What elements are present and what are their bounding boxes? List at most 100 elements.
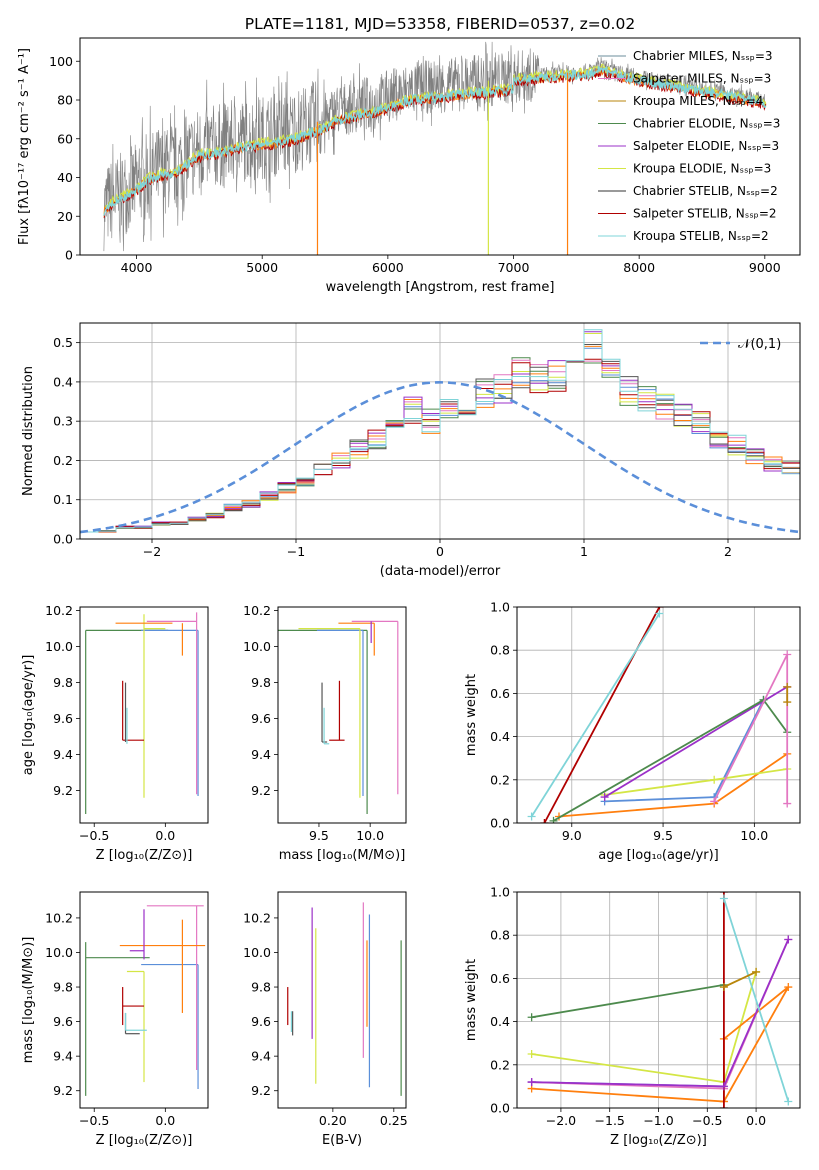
plot-area xyxy=(103,41,767,255)
x-tick-label: 1 xyxy=(580,544,588,559)
panel-spectrum: 4000 5000 6000 7000 8000 9000 0 20 40 60 80 100 wave… xyxy=(17,15,801,295)
error-bar-point xyxy=(338,622,375,656)
axes-frame xyxy=(516,606,801,824)
weight-series xyxy=(710,650,792,808)
y-tick-label: 9.8 xyxy=(53,980,73,995)
axes-frame xyxy=(277,606,407,824)
y-axis-label: mass weight xyxy=(464,674,479,756)
y-tick-label: 9.8 xyxy=(53,675,73,690)
weight-marker xyxy=(710,797,719,806)
y-tick-label: 100 xyxy=(49,54,73,69)
weight-series xyxy=(719,967,761,992)
y-tick-label: 0.6 xyxy=(490,686,510,701)
y-tick-label: 0.4 xyxy=(490,1014,510,1029)
y-axis-label: mass weight xyxy=(464,959,479,1041)
weight-line xyxy=(723,971,757,988)
panel-weight_vs_age: 9.0 9.5 10.0 0.0 0.2 0.4 0.6 0.8 1.0 age [log₁₀(a… xyxy=(464,600,801,863)
weight-marker xyxy=(719,894,728,903)
legend-label: Kroupa MILES, Nₛₛₚ=4 xyxy=(633,94,763,108)
x-axis-label: wavelength [Angstrom, rest frame] xyxy=(326,280,555,295)
weight-marker xyxy=(783,650,792,659)
y-tick-label: 9.4 xyxy=(53,1049,73,1064)
y-tick-label: 1.0 xyxy=(490,885,510,900)
x-axis-label: E(B-V) xyxy=(322,1133,362,1148)
legend-label: Chabrier STELIB, Nₛₛₚ=2 xyxy=(633,184,778,198)
x-tick-label: 6000 xyxy=(372,260,404,275)
y-tick-label: 9.4 xyxy=(251,747,271,762)
weight-marker xyxy=(527,1050,536,1058)
legend-label: Chabrier ELODIE, Nₛₛₚ=3 xyxy=(633,117,780,131)
panel-mass_vs_ebv: 0.20 0.25 9.2 9.4 9.6 9.8 10.0 10.2 E(B-V) xyxy=(243,891,408,1148)
x-axis-label: Z [log₁₀(Z/Z⊙)] xyxy=(96,848,193,863)
error-bar-point xyxy=(122,680,144,741)
weight-marker xyxy=(783,799,792,808)
x-tick-label: −1 xyxy=(287,544,305,559)
weight-line xyxy=(604,768,788,796)
panel-age_vs_mass: 9.5 10.0 9.2 9.4 9.6 9.8 10.0 10.2 mass [log₁₀(M… xyxy=(243,603,407,863)
weight-series xyxy=(527,935,793,1093)
x-tick-label: 9.5 xyxy=(653,828,673,843)
plot-area xyxy=(85,612,199,814)
legend-label: 𝒩(0,1) xyxy=(738,337,781,352)
y-tick-label: 9.4 xyxy=(53,747,73,762)
error-bar-point xyxy=(124,1012,147,1031)
error-bar-point xyxy=(278,629,368,814)
y-axis-label: Flux [fλ10⁻¹⁷ erg cm⁻² s⁻¹ A⁻¹] xyxy=(17,48,32,245)
weight-line xyxy=(531,939,790,1088)
weight-marker xyxy=(710,775,719,784)
y-tick-label: 1.0 xyxy=(490,600,510,615)
weight-marker xyxy=(719,1104,728,1108)
histogram-series xyxy=(80,345,800,533)
y-tick-label: 9.2 xyxy=(53,1083,73,1098)
plot-area xyxy=(527,607,792,823)
error-bar-point xyxy=(143,614,166,798)
y-tick-label: 0.8 xyxy=(490,928,510,943)
error-bar-point xyxy=(141,629,199,796)
y-tick-label: 9.4 xyxy=(251,1049,271,1064)
y-tick-label: 40 xyxy=(57,170,73,185)
y-tick-label: 0 xyxy=(65,248,73,263)
weight-marker xyxy=(719,983,728,992)
y-tick-label: 0.2 xyxy=(490,772,510,787)
error-bar-point xyxy=(129,909,145,960)
y-tick-label: 9.2 xyxy=(251,783,271,798)
y-tick-label: 0.2 xyxy=(53,453,73,468)
y-tick-label: 0.4 xyxy=(53,374,73,389)
weight-marker xyxy=(527,1078,536,1087)
normal-curve xyxy=(80,380,800,534)
weight-series xyxy=(527,935,793,1091)
histogram-series xyxy=(80,331,800,533)
x-tick-label: 0.0 xyxy=(155,1113,175,1128)
weight-marker xyxy=(784,935,793,944)
legend-label: Kroupa STELIB, Nₛₛₚ=2 xyxy=(633,229,769,243)
panel-mass_vs_Z: −0.5 0.0 9.2 9.4 9.6 9.8 10.0 10.2 Z [log₁₀(Z/Z⊙… xyxy=(21,891,209,1148)
y-axis-label: mass [log₁₀(M/M⊙)] xyxy=(21,937,36,1064)
legend-label: Kroupa ELODIE, Nₛₛₚ=3 xyxy=(633,162,771,176)
plot-area xyxy=(80,329,800,534)
weight-line xyxy=(604,686,788,798)
y-tick-label: 10.2 xyxy=(243,910,271,925)
y-tick-label: 60 xyxy=(57,131,73,146)
x-tick-label: −0.5 xyxy=(79,1113,109,1128)
y-axis-label: age [log₁₀(age/yr)] xyxy=(21,655,36,776)
x-axis-label: (data-model)/error xyxy=(380,564,501,579)
x-axis-label: mass [log₁₀(M/M⊙)] xyxy=(279,848,406,863)
weight-marker xyxy=(527,1013,536,1022)
error-bar-point xyxy=(126,970,145,1083)
y-tick-label: 9.6 xyxy=(53,711,73,726)
x-axis-label: Z [log₁₀(Z/Z⊙)] xyxy=(96,1133,193,1148)
legend-label: Salpeter ELODIE, Nₛₛₚ=3 xyxy=(633,139,779,153)
x-tick-label: 10.0 xyxy=(356,828,384,843)
x-tick-label: −2.0 xyxy=(546,1113,576,1128)
x-tick-label: 7000 xyxy=(498,260,530,275)
histogram-series xyxy=(80,344,800,533)
axes-frame xyxy=(516,891,801,1109)
weight-marker xyxy=(527,812,536,821)
x-tick-label: 9000 xyxy=(749,260,781,275)
y-tick-label: 9.8 xyxy=(251,675,271,690)
axes-frame xyxy=(277,891,407,1109)
weight-line xyxy=(553,698,788,822)
weight-line xyxy=(530,613,661,817)
y-tick-label: 0.8 xyxy=(490,643,510,658)
y-tick-label: 10.0 xyxy=(45,639,73,654)
